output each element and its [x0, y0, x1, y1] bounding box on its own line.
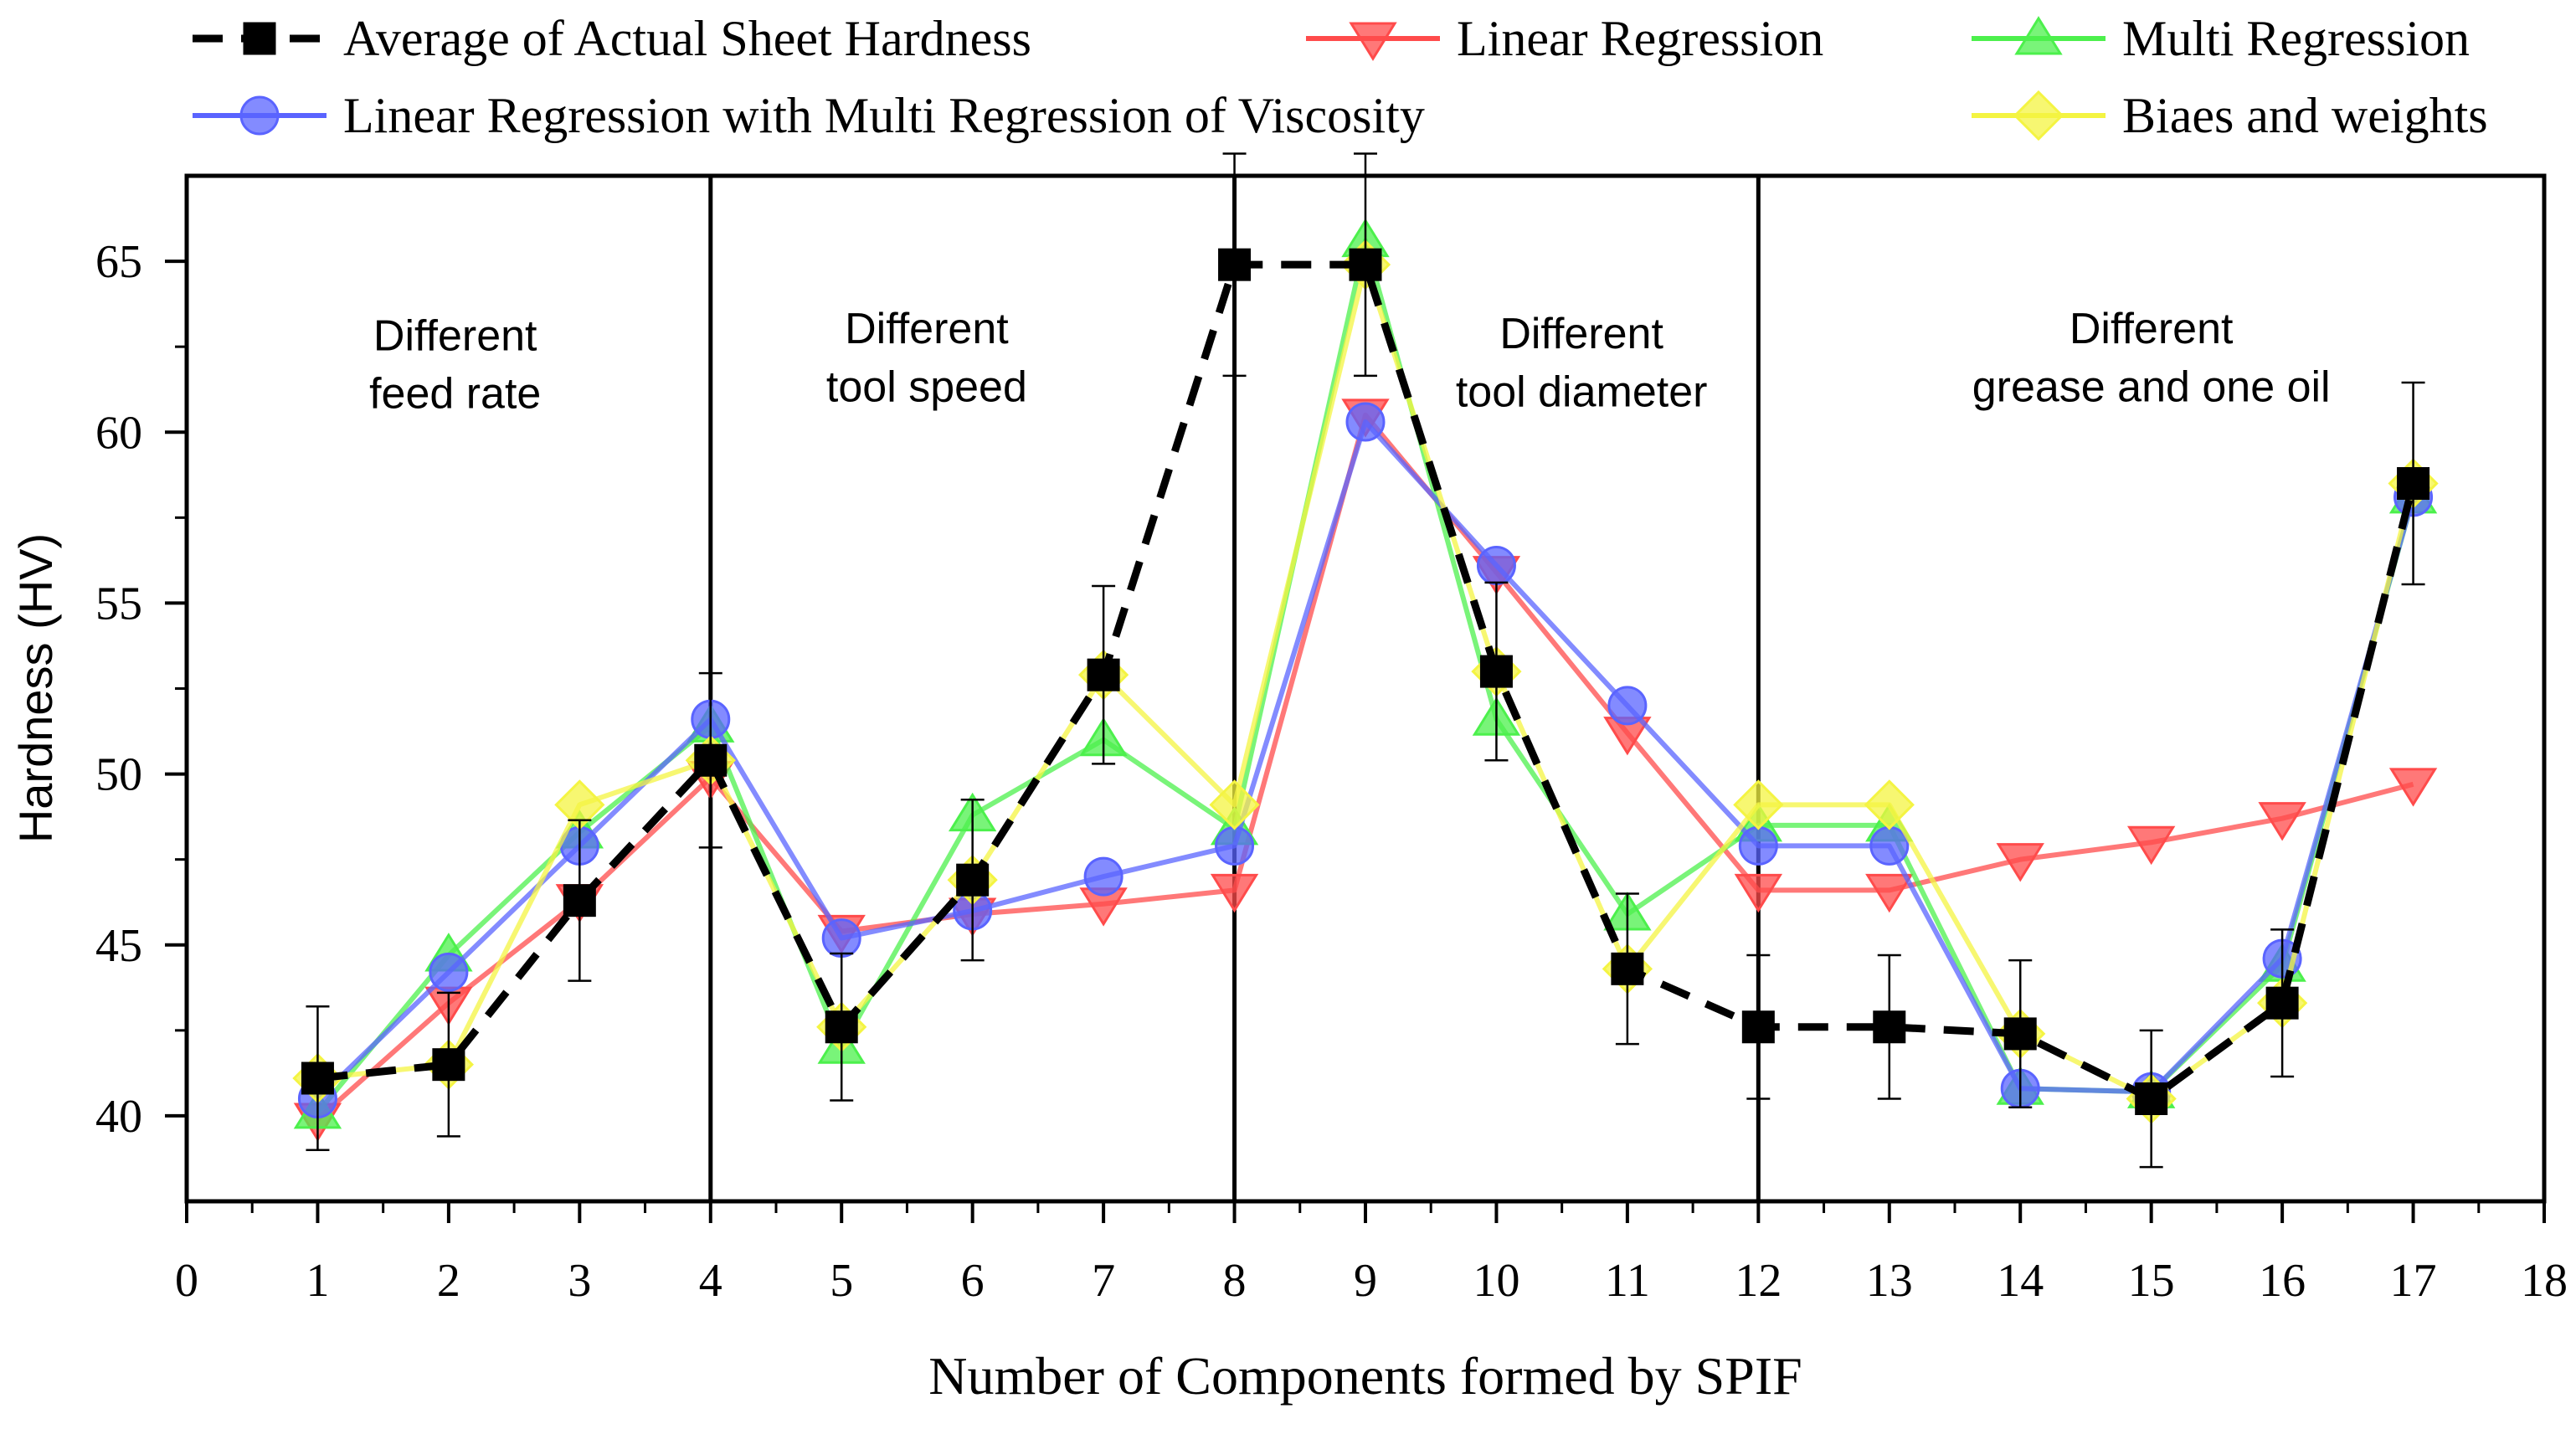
y-tick-label-55: 55 — [95, 578, 142, 630]
x-tick-label-16: 16 — [2259, 1255, 2306, 1307]
region-label-1-line1: Different — [373, 311, 537, 360]
x-tick-label-12: 12 — [1735, 1255, 1782, 1307]
point-s1-12 — [1741, 1010, 1775, 1044]
region-labels: Different feed rate Different tool speed Dif… — [369, 305, 2331, 419]
point-s2-17 — [2388, 768, 2438, 807]
point-s1-9 — [1349, 248, 1382, 281]
legend-marker-2 — [1349, 22, 1397, 61]
point-s1-6 — [956, 863, 990, 897]
series-1 — [301, 152, 2430, 1169]
series-line-1 — [316, 260, 2417, 1103]
point-s1-11 — [1611, 952, 1644, 985]
point-s1-17 — [2397, 467, 2430, 500]
point-s4-10 — [1476, 546, 1516, 585]
x-tick-label-6: 6 — [961, 1255, 985, 1307]
point-s5-12 — [1733, 779, 1784, 830]
point-s1-8 — [1218, 248, 1252, 281]
y-tick-label-50: 50 — [95, 749, 142, 801]
point-s1-16 — [2265, 986, 2299, 1020]
point-s4-5 — [821, 918, 861, 959]
y-tick-label-40: 40 — [95, 1091, 142, 1143]
legend: Average of Actual Sheet Hardness Linear R… — [193, 11, 2488, 143]
point-s2-12 — [1734, 873, 1783, 913]
point-s5-13 — [1864, 779, 1915, 830]
legend-label-1: Average of Actual Sheet Hardness — [343, 11, 1031, 66]
x-tick-label-2: 2 — [437, 1255, 460, 1307]
region-label-3-line1: Different — [1499, 310, 1663, 358]
legend-label-3: Multi Regression — [2122, 11, 2470, 66]
y-tick-label-60: 60 — [95, 407, 142, 459]
y-tick-label-45: 45 — [95, 920, 142, 972]
point-s4-12 — [1738, 825, 1778, 866]
point-s4-2 — [429, 952, 469, 992]
legend-label-2: Linear Regression — [1457, 11, 1823, 66]
region-label-4-line1: Different — [2070, 305, 2234, 353]
point-s4-7 — [1083, 856, 1123, 897]
point-s1-1 — [301, 1061, 334, 1095]
x-tick-label-7: 7 — [1092, 1255, 1115, 1307]
region-label-2-line1: Different — [845, 305, 1009, 353]
x-axis-title: Number of Components formed by SPIF — [928, 1346, 1802, 1406]
x-tick-label-0: 0 — [175, 1255, 198, 1307]
region-label-3-line2: tool diameter — [1456, 368, 1708, 417]
point-s2-13 — [1865, 873, 1914, 913]
x-tick-label-18: 18 — [2521, 1255, 2568, 1307]
point-s1-7 — [1087, 658, 1120, 691]
x-tick-label-13: 13 — [1866, 1255, 1913, 1307]
legend-marker-4 — [239, 95, 280, 136]
region-label-2-line2: tool speed — [826, 363, 1027, 412]
y-axis-title: Hardness (HV) — [9, 533, 62, 843]
x-tick-label-10: 10 — [1473, 1255, 1519, 1307]
point-s1-14 — [2003, 1017, 2037, 1051]
point-s1-4 — [694, 743, 728, 777]
x-tick-label-9: 9 — [1354, 1255, 1377, 1307]
point-s2-15 — [2126, 825, 2176, 866]
point-s2-8 — [1210, 873, 1259, 913]
x-tick-label-14: 14 — [1997, 1255, 2044, 1307]
region-label-4-line2: grease and one oil — [1972, 363, 2331, 412]
legend-label-5: Biaes and weights — [2122, 88, 2488, 143]
point-s4-13 — [1869, 825, 1910, 866]
point-s2-14 — [1996, 843, 2044, 882]
x-tick-label-11: 11 — [1605, 1255, 1650, 1307]
legend-marker-3 — [2014, 16, 2063, 55]
point-s1-15 — [2135, 1082, 2168, 1115]
point-s1-2 — [432, 1048, 465, 1082]
legend-marker-1 — [243, 22, 276, 55]
point-s4-9 — [1345, 402, 1386, 442]
x-tick-label-1: 1 — [306, 1255, 329, 1307]
plot-series — [292, 152, 2439, 1169]
point-s1-13 — [1873, 1010, 1906, 1044]
x-tick-label-17: 17 — [2390, 1255, 2437, 1307]
point-s1-5 — [825, 1010, 858, 1044]
region-label-1-line2: feed rate — [369, 370, 541, 419]
x-tick-label-15: 15 — [2128, 1255, 2175, 1307]
point-s5-8 — [1209, 779, 1260, 830]
legend-label-4: Linear Regression with Multi Regression … — [343, 88, 1425, 143]
point-s4-11 — [1607, 686, 1648, 726]
y-tick-label-65: 65 — [95, 236, 142, 288]
point-s1-3 — [563, 884, 596, 918]
x-tick-label-5: 5 — [830, 1255, 853, 1307]
point-s1-10 — [1479, 655, 1513, 688]
x-tick-label-8: 8 — [1223, 1255, 1247, 1307]
x-tick-label-3: 3 — [568, 1255, 591, 1307]
x-tick-label-4: 4 — [699, 1255, 722, 1307]
point-s2-16 — [2258, 802, 2306, 841]
point-s4-8 — [1215, 825, 1255, 866]
legend-marker-5 — [2013, 90, 2064, 141]
